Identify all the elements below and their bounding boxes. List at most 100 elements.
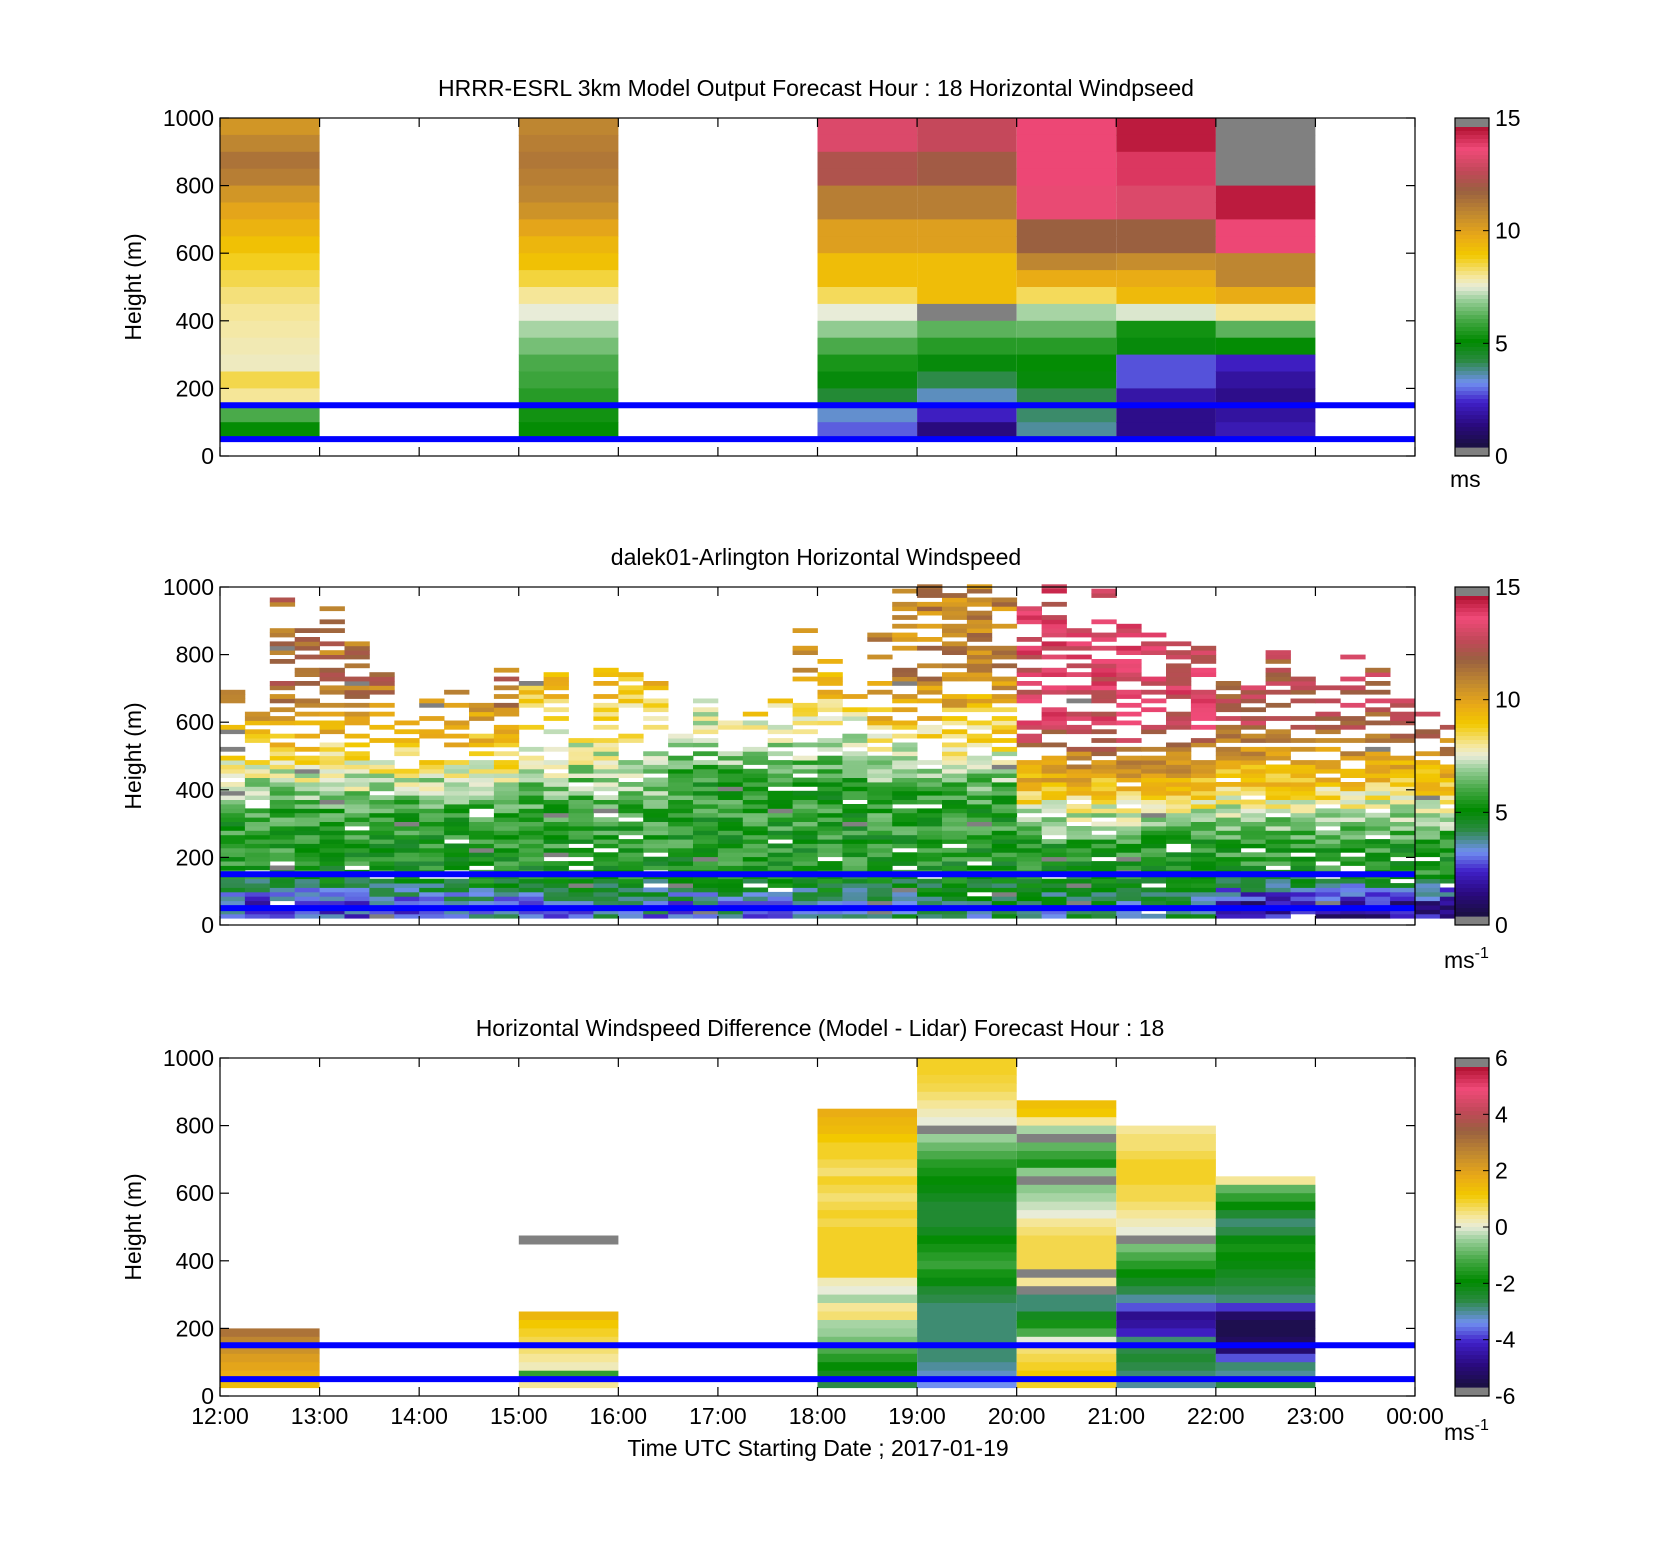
- heatmap-cell: [1116, 861, 1142, 866]
- heatmap-cell: [742, 777, 769, 783]
- heatmap-cell: [668, 812, 694, 818]
- heatmap-cell: [1041, 861, 1067, 866]
- heatmap-cell: [319, 773, 345, 778]
- colorbar-segment: [1455, 371, 1489, 376]
- colorbar-segment: [1455, 1335, 1489, 1340]
- heatmap-cell: [244, 711, 271, 717]
- heatmap-cell: [369, 711, 395, 717]
- heatmap-cell: [1315, 768, 1341, 774]
- heatmap-cell: [319, 887, 345, 893]
- heatmap-cell: [444, 812, 470, 818]
- heatmap-cell: [1190, 777, 1217, 783]
- heatmap-cell: [1116, 1176, 1216, 1186]
- heatmap-cell: [867, 720, 893, 726]
- heatmap-cell: [1066, 729, 1092, 735]
- heatmap-cell: [767, 830, 793, 836]
- heatmap-cell: [1315, 808, 1341, 814]
- heatmap-cell: [817, 253, 918, 271]
- heatmap-cell: [1215, 760, 1242, 765]
- heatmap-cell: [419, 821, 445, 827]
- heatmap-cell: [568, 821, 594, 827]
- heatmap-cell: [294, 826, 320, 831]
- heatmap-cell: [419, 834, 445, 840]
- heatmap-cell: [742, 724, 769, 730]
- heatmap-cell: [842, 830, 868, 836]
- colorbar-segment: [1455, 808, 1489, 813]
- heatmap-cell: [792, 887, 818, 893]
- heatmap-cell: [817, 702, 843, 708]
- heatmap-cell: [518, 786, 545, 792]
- heatmap-cell: [1091, 887, 1117, 893]
- heatmap-cell: [817, 1227, 918, 1236]
- heatmap-cell: [1166, 896, 1192, 902]
- heatmap-cell: [717, 760, 744, 765]
- heatmap-cell: [1215, 821, 1242, 827]
- heatmap-cell: [1141, 830, 1167, 836]
- heatmap-cell: [394, 821, 420, 827]
- heatmap-cell: [294, 733, 320, 739]
- heatmap-cell: [792, 896, 818, 902]
- heatmap-cell: [1290, 896, 1316, 902]
- heatmap-cell: [917, 1227, 1017, 1236]
- heatmap-cell: [568, 773, 594, 778]
- heatmap-cell: [1016, 287, 1117, 305]
- heatmap-cell: [244, 843, 271, 849]
- heatmap-cell: [1365, 799, 1391, 805]
- heatmap-cell: [1439, 861, 1466, 866]
- heatmap-cell: [867, 847, 893, 853]
- heatmap-cell: [1016, 856, 1042, 862]
- heatmap-cell: [1390, 711, 1416, 717]
- heatmap-cell: [917, 768, 943, 774]
- heatmap-cell: [1016, 610, 1042, 616]
- heatmap-cell: [966, 637, 993, 642]
- heatmap-cell: [1415, 804, 1441, 809]
- colorbar-segment: [1455, 784, 1489, 789]
- heatmap-cell: [1091, 637, 1117, 642]
- heatmap-cell: [1116, 1260, 1216, 1270]
- colorbar-segment: [1455, 383, 1489, 388]
- heatmap-cell: [867, 632, 893, 638]
- heatmap-cell: [419, 808, 445, 814]
- heatmap-cell: [892, 645, 918, 651]
- heatmap-cell: [1116, 1134, 1216, 1143]
- heatmap-cell: [717, 826, 744, 831]
- heatmap-cell: [1091, 865, 1117, 871]
- heatmap-cell: [1315, 790, 1341, 796]
- panel-lidar-title: dalek01-Arlington Horizontal Windspeed: [611, 544, 1021, 570]
- heatmap-cell: [1166, 667, 1192, 673]
- heatmap-cell: [1116, 1167, 1216, 1177]
- colorbar-segment: [1455, 632, 1489, 637]
- heatmap-cell: [543, 799, 569, 805]
- heatmap-cell: [668, 773, 694, 778]
- panel-difference-y-axis-label: Height (m): [120, 1173, 146, 1280]
- heatmap-cell: [1215, 185, 1316, 203]
- heatmap-cell: [917, 689, 943, 695]
- heatmap-cell: [643, 702, 669, 708]
- heatmap-cell: [1215, 900, 1242, 906]
- heatmap-cell: [1041, 887, 1067, 893]
- heatmap-cell: [244, 795, 271, 800]
- heatmap-cell: [917, 1294, 1017, 1304]
- heatmap-cell: [668, 755, 694, 761]
- heatmap-cell: [693, 896, 719, 902]
- heatmap-cell: [991, 896, 1018, 902]
- heatmap-cell: [1215, 236, 1316, 254]
- heatmap-cell: [1190, 891, 1217, 897]
- heatmap-cell: [966, 839, 993, 844]
- heatmap-cell: [917, 422, 1017, 440]
- heatmap-cell: [394, 782, 420, 787]
- heatmap-cell: [792, 742, 818, 748]
- heatmap-cell: [817, 764, 843, 770]
- heatmap-cell: [668, 795, 694, 800]
- heatmap-cell: [394, 883, 420, 888]
- heatmap-cell: [319, 909, 345, 915]
- heatmap-cell: [1041, 628, 1067, 633]
- heatmap-cell: [1166, 650, 1192, 655]
- heatmap-cell: [1290, 804, 1316, 809]
- heatmap-cell: [917, 887, 943, 893]
- heatmap-cell: [842, 834, 868, 840]
- heatmap-cell: [1415, 777, 1441, 783]
- heatmap-cell: [543, 729, 569, 735]
- heatmap-cell: [319, 628, 345, 633]
- heatmap-cell: [1190, 812, 1217, 818]
